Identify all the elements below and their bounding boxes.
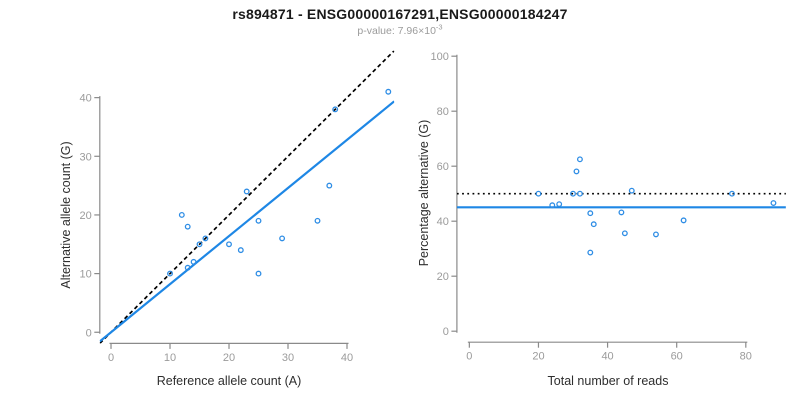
data-point <box>314 217 321 224</box>
data-point <box>167 270 173 277</box>
x-tick-label: 30 <box>282 352 294 364</box>
y-tick-label: 20 <box>80 210 92 222</box>
right-yaxis-title: Percentage alternative (G) <box>417 119 431 267</box>
regression-line <box>99 100 395 343</box>
data-point <box>618 209 625 216</box>
pvalue-subtitle: p-value: 7.96×10-3 <box>357 22 443 37</box>
data-point <box>196 241 203 248</box>
data-point <box>178 211 185 218</box>
data-point <box>556 201 563 208</box>
data-point <box>680 217 687 224</box>
x-tick-label: 80 <box>740 351 752 363</box>
data-point <box>255 270 262 277</box>
left-xaxis-title: Reference allele count (A) <box>156 374 302 388</box>
data-point <box>628 187 635 194</box>
x-tick-label: 40 <box>341 352 353 364</box>
y-tick-label: 10 <box>80 269 92 281</box>
data-point <box>243 188 250 195</box>
data-point <box>621 230 628 237</box>
data-point <box>279 235 286 242</box>
data-point <box>237 247 244 254</box>
data-point <box>590 221 597 228</box>
y-tick-label: 40 <box>437 216 449 228</box>
right-scatter-plot: 0 20 40 60 80 0 20 40 60 80 100 <box>431 51 786 363</box>
x-tick-label: 0 <box>108 352 114 364</box>
data-point <box>576 190 583 197</box>
identity-line <box>99 50 395 344</box>
data-point <box>385 88 392 95</box>
data-point <box>573 168 580 175</box>
data-point <box>587 249 594 256</box>
y-tick-label: 30 <box>80 151 92 163</box>
y-tick-label: 60 <box>437 161 449 173</box>
x-tick-label: 20 <box>223 352 235 364</box>
y-tick-label: 0 <box>443 326 449 338</box>
left-yaxis-title: Alternative allele count (G) <box>59 141 73 289</box>
pvalue-exponent: -3 <box>435 22 443 32</box>
data-point <box>226 241 232 248</box>
y-tick-label: 20 <box>437 271 449 283</box>
data-point <box>332 106 339 113</box>
data-point <box>729 190 735 197</box>
data-point <box>576 156 583 163</box>
data-point <box>184 264 191 271</box>
y-tick-label: 0 <box>86 327 92 339</box>
data-point <box>326 182 333 189</box>
data-point <box>535 190 542 197</box>
x-tick-label: 60 <box>671 351 683 363</box>
left-scatter-plot: 0 10 20 30 40 0 10 20 30 40 <box>80 50 395 364</box>
y-tick-label: 40 <box>80 93 92 105</box>
data-point <box>653 231 659 238</box>
right-xaxis-title: Total number of reads <box>547 374 669 388</box>
data-point <box>770 200 777 206</box>
data-point <box>587 210 594 217</box>
data-point <box>184 223 191 230</box>
y-tick-label: 100 <box>431 51 449 63</box>
y-tick-label: 80 <box>437 106 449 118</box>
pvalue-text: p-value: 7.96×10 <box>357 25 436 37</box>
data-point <box>202 235 209 242</box>
data-point <box>190 258 197 265</box>
page-title: rs894871 - ENSG00000167291,ENSG000001842… <box>232 6 568 22</box>
x-tick-label: 20 <box>532 351 544 363</box>
data-point <box>549 202 556 209</box>
data-point <box>570 190 576 197</box>
x-tick-label: 10 <box>164 352 176 364</box>
x-tick-label: 40 <box>601 351 613 363</box>
x-tick-label: 0 <box>466 351 472 363</box>
data-point <box>255 217 262 224</box>
